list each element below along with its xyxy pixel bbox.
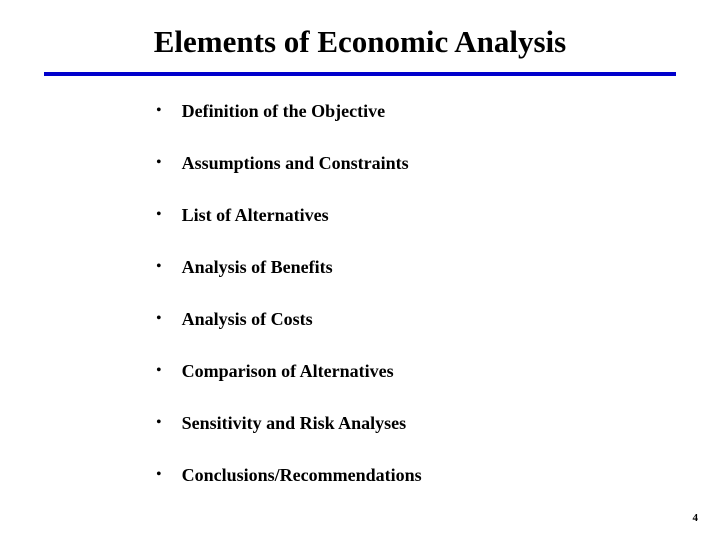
bullet-text: Comparison of Alternatives — [182, 360, 394, 382]
list-item: • List of Alternatives — [156, 204, 720, 226]
list-item: • Analysis of Benefits — [156, 256, 720, 278]
slide-container: Elements of Economic Analysis • Definiti… — [0, 0, 720, 540]
page-number: 4 — [693, 512, 699, 524]
bullet-text: Assumptions and Constraints — [182, 152, 409, 174]
bullet-text: Definition of the Objective — [182, 100, 385, 122]
bullet-text: Analysis of Costs — [182, 308, 313, 330]
bullet-text: Conclusions/Recommendations — [182, 464, 422, 486]
bullet-icon: • — [156, 204, 162, 226]
list-item: • Comparison of Alternatives — [156, 360, 720, 382]
bullet-text: List of Alternatives — [182, 204, 329, 226]
bullet-icon: • — [156, 412, 162, 434]
bullet-list: • Definition of the Objective • Assumpti… — [0, 76, 720, 486]
bullet-icon: • — [156, 256, 162, 278]
bullet-icon: • — [156, 308, 162, 330]
slide-title: Elements of Economic Analysis — [0, 24, 720, 60]
bullet-text: Analysis of Benefits — [182, 256, 333, 278]
list-item: • Conclusions/Recommendations — [156, 464, 720, 486]
list-item: • Analysis of Costs — [156, 308, 720, 330]
bullet-icon: • — [156, 100, 162, 122]
list-item: • Assumptions and Constraints — [156, 152, 720, 174]
bullet-icon: • — [156, 464, 162, 486]
list-item: • Sensitivity and Risk Analyses — [156, 412, 720, 434]
bullet-text: Sensitivity and Risk Analyses — [182, 412, 407, 434]
bullet-icon: • — [156, 360, 162, 382]
list-item: • Definition of the Objective — [156, 100, 720, 122]
bullet-icon: • — [156, 152, 162, 174]
